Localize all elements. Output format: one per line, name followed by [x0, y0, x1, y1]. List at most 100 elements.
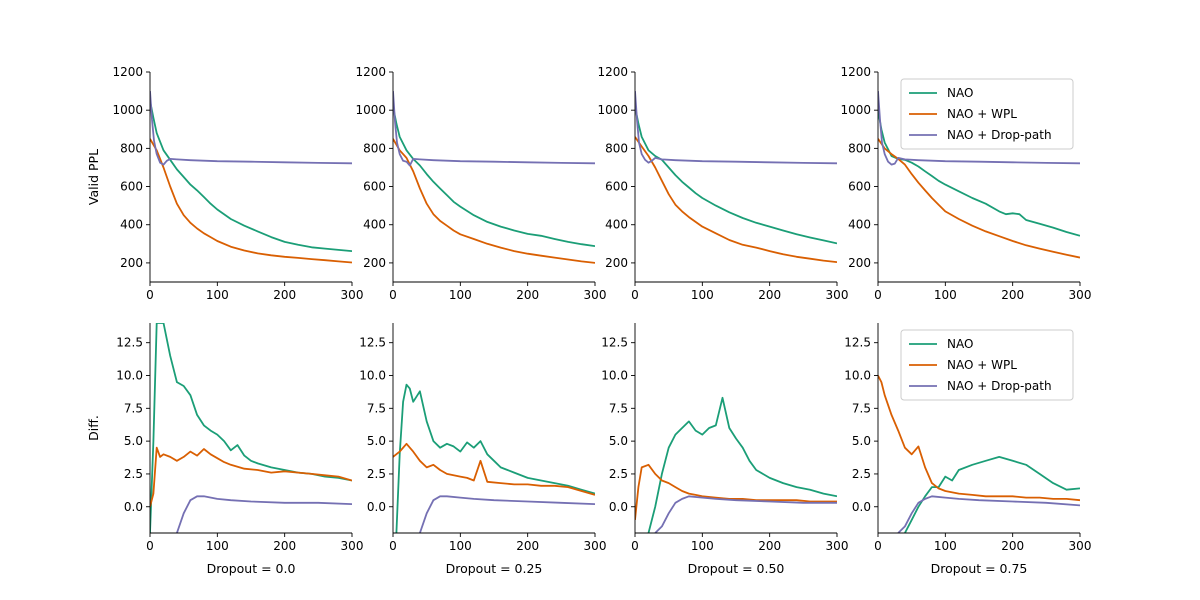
- series-line-nao-drop-path: [393, 91, 595, 167]
- y-tick-label: 600: [605, 180, 628, 194]
- series-line-nao-drop-path: [897, 495, 1080, 533]
- x-axis-title: Dropout = 0.50: [688, 561, 785, 576]
- y-tick-label: 600: [848, 180, 871, 194]
- y-tick-label: 1000: [355, 103, 386, 117]
- x-tick-label: 300: [584, 288, 607, 302]
- series-line-nao-drop-path: [654, 495, 837, 533]
- y-tick-label: 400: [120, 218, 143, 232]
- x-tick-label: 0: [631, 288, 639, 302]
- y-tick-label: 7.5: [852, 401, 871, 415]
- y-tick-label: 1200: [597, 65, 628, 79]
- y-tick-label: 1200: [355, 65, 386, 79]
- y-tick-label: 12.5: [844, 336, 871, 350]
- panel-top-3: 0 100 200 300 200 400 600 800 1000 1200 NAO NAO + W…: [840, 65, 1091, 302]
- x-tick-label: 0: [389, 539, 397, 553]
- y-tick-label: 12.5: [359, 336, 386, 350]
- x-tick-label: 300: [1069, 288, 1092, 302]
- y-tick-label: 1200: [112, 65, 143, 79]
- series-line-nao: [904, 455, 1080, 533]
- y-tick-label: 600: [120, 180, 143, 194]
- series-line-nao-drop-path: [635, 91, 837, 165]
- x-tick-label: 200: [1001, 288, 1024, 302]
- series-line-nao: [647, 396, 837, 533]
- legend: NAO NAO + WPL NAO + Drop-path: [900, 78, 1074, 150]
- y-tick-label: 200: [605, 256, 628, 270]
- y-tick-label: 5.0: [124, 434, 143, 448]
- series-line-nao-wpl: [150, 446, 352, 508]
- series-line-nao-drop-path: [150, 91, 352, 166]
- y-tick-label: 7.5: [124, 401, 143, 415]
- x-axis-title: Dropout = 0.25: [446, 561, 543, 576]
- y-tick-label: 7.5: [367, 401, 386, 415]
- x-tick-label: 300: [826, 288, 849, 302]
- y-tick-label: 10.0: [116, 369, 143, 383]
- x-tick-label: 100: [449, 288, 472, 302]
- x-tick-label: 0: [146, 288, 154, 302]
- legend: NAO NAO + WPL NAO + Drop-path: [900, 329, 1074, 401]
- x-tick-label: 100: [206, 539, 229, 553]
- legend-label-nao-wpl: NAO + WPL: [947, 358, 1017, 372]
- panel-top-1: 0 100 200 300 200 400 600 800 1000 1200: [355, 65, 606, 302]
- y-tick-label: 2.5: [124, 467, 143, 481]
- series-line-nao-wpl: [878, 138, 1080, 259]
- panel-top-0: 0 100 200 300 200 400 600 800 1000 1200 Valid PPL: [86, 65, 363, 302]
- legend-label-nao-drop-path: NAO + Drop-path: [947, 379, 1052, 393]
- series-line-nao-wpl: [150, 138, 352, 264]
- y-tick-label: 800: [120, 141, 143, 155]
- panel-bottom-2: 0 100 200 300 0.0 2.5 5.0 7.5 10.0 12.5 Dropout = …: [601, 323, 848, 576]
- y-tick-label: 0.0: [852, 500, 871, 514]
- series-line-nao-wpl: [878, 375, 1080, 502]
- y-tick-label: 2.5: [852, 467, 871, 481]
- legend-label-nao-drop-path: NAO + Drop-path: [947, 128, 1052, 142]
- y-tick-label: 800: [605, 141, 628, 155]
- x-tick-label: 0: [874, 539, 882, 553]
- series-line-nao-wpl: [635, 136, 837, 263]
- x-tick-label: 100: [449, 539, 472, 553]
- y-tick-label: 200: [848, 256, 871, 270]
- x-tick-label: 200: [273, 539, 296, 553]
- x-tick-label: 100: [934, 288, 957, 302]
- y-tick-label: 5.0: [852, 434, 871, 448]
- panel-bottom-3: 0 100 200 300 0.0 2.5 5.0 7.5 10.0 12.5 Dropout = …: [844, 323, 1091, 576]
- y-tick-label: 1200: [840, 65, 871, 79]
- x-axis-title: Dropout = 0.0: [207, 561, 296, 576]
- y-tick-label: 1000: [597, 103, 628, 117]
- x-tick-label: 200: [273, 288, 296, 302]
- panel-bottom-1: 0 100 200 300 0.0 2.5 5.0 7.5 10.0 12.5 Dropout = …: [359, 323, 606, 576]
- x-tick-label: 300: [826, 539, 849, 553]
- legend-label-nao: NAO: [947, 337, 973, 351]
- y-tick-label: 7.5: [609, 401, 628, 415]
- series-line-nao-drop-path: [176, 495, 352, 533]
- series-line-nao-drop-path: [419, 495, 595, 533]
- x-tick-label: 200: [516, 539, 539, 553]
- legend-label-nao: NAO: [947, 86, 973, 100]
- y-tick-label: 0.0: [609, 500, 628, 514]
- y-tick-label: 2.5: [609, 467, 628, 481]
- series-line-nao: [150, 100, 352, 252]
- y-tick-label: 10.0: [844, 369, 871, 383]
- y-tick-label: 12.5: [116, 336, 143, 350]
- series-line-nao-wpl: [393, 138, 595, 264]
- x-tick-label: 200: [516, 288, 539, 302]
- x-tick-label: 0: [389, 288, 397, 302]
- x-tick-label: 300: [341, 539, 364, 553]
- series-line-nao: [635, 106, 837, 245]
- x-tick-label: 100: [691, 288, 714, 302]
- panel-top-2: 0 100 200 300 200 400 600 800 1000 1200: [597, 65, 848, 302]
- y-tick-label: 0.0: [124, 500, 143, 514]
- y-tick-label: 1000: [112, 103, 143, 117]
- y-tick-label: 400: [363, 218, 386, 232]
- legend-frame: [900, 329, 1074, 401]
- x-tick-label: 0: [146, 539, 154, 553]
- x-tick-label: 0: [874, 288, 882, 302]
- x-tick-label: 100: [691, 539, 714, 553]
- y-tick-label: 400: [848, 218, 871, 232]
- y-tick-label: 10.0: [359, 369, 386, 383]
- y-tick-label: 600: [363, 180, 386, 194]
- y-tick-label: 800: [848, 141, 871, 155]
- legend-label-nao-wpl: NAO + WPL: [947, 107, 1017, 121]
- x-tick-label: 100: [206, 288, 229, 302]
- y-tick-label: 200: [120, 256, 143, 270]
- y-axis-title: Diff.: [86, 415, 101, 441]
